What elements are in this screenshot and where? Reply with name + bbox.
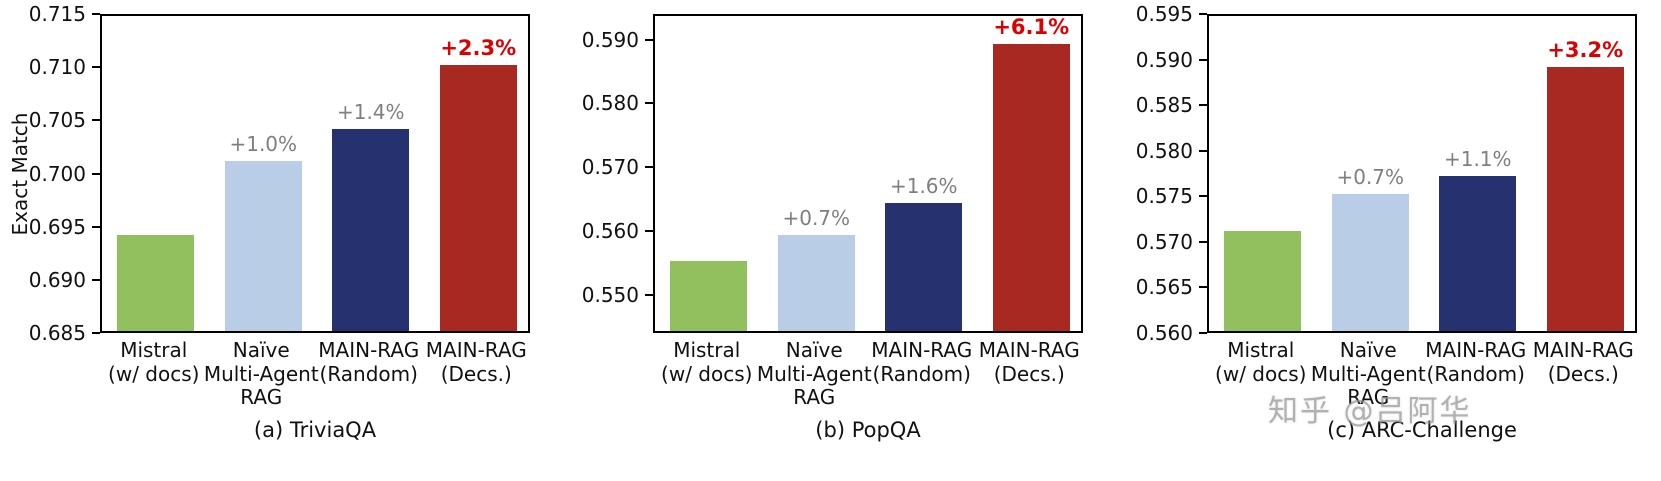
y-tick-label: 0.590 xyxy=(1135,47,1193,72)
y-tick-label: 0.595 xyxy=(1135,2,1193,26)
y-tick-mark xyxy=(1199,58,1207,61)
bar-4 xyxy=(992,43,1070,331)
chart-caption: (c) ARC-Challenge xyxy=(1327,418,1517,442)
y-tick-label: 0.700 xyxy=(28,161,86,186)
bar-annotation: +6.1% xyxy=(993,14,1070,39)
y-tick-mark xyxy=(92,66,100,69)
y-tick-label: 0.685 xyxy=(28,321,86,345)
y-tick-label: 0.575 xyxy=(1135,184,1193,209)
plot-area: +0.7% +1.6% +6.1% xyxy=(653,14,1083,333)
y-tick-label: 0.580 xyxy=(1135,138,1193,163)
chart-triviaqa: Exact Match +1.0% +1.4% +2.3% 0.685 0.690 0.69… xyxy=(0,0,554,481)
bar-1 xyxy=(117,235,195,331)
y-tick-mark xyxy=(92,13,100,15)
x-tick-label: MAIN-RAG (Random) xyxy=(1425,338,1527,386)
bar-2 xyxy=(777,235,855,331)
chart-popqa: +0.7% +1.6% +6.1% 0.550 0.560 0.570 0.580 0.590… xyxy=(553,0,1107,481)
bar-annotation: +1.1% xyxy=(1443,147,1512,172)
x-tick-label: Mistral (w/ docs) xyxy=(1215,338,1307,386)
bar-2 xyxy=(1331,194,1409,331)
chart-arc-challenge: +0.7% +1.1% +3.2% 0.560 0.565 0.570 0.575 0.580… xyxy=(1107,0,1661,481)
y-tick-label: 0.565 xyxy=(1135,275,1193,300)
y-tick-mark xyxy=(1199,195,1207,198)
bar-annotation: +2.3% xyxy=(440,36,517,61)
bar-1 xyxy=(670,260,748,331)
y-tick-mark xyxy=(92,278,100,281)
bar-annotation: +3.2% xyxy=(1547,37,1624,62)
bar-4 xyxy=(439,65,517,331)
y-tick-mark xyxy=(645,102,653,105)
y-tick-mark xyxy=(1199,149,1207,152)
x-tick-label: MAIN-RAG (Random) xyxy=(871,338,973,386)
bar-3 xyxy=(885,203,963,331)
plot-area: +1.0% +1.4% +2.3% xyxy=(100,14,530,333)
y-tick-label: 0.690 xyxy=(28,267,86,292)
x-tick-label: MAIN-RAG (Decs.) xyxy=(425,338,527,386)
y-tick-label: 0.570 xyxy=(1135,229,1193,254)
y-tick-label: 0.560 xyxy=(581,218,639,243)
bar-3 xyxy=(332,128,410,331)
y-tick-mark xyxy=(92,119,100,122)
y-tick-mark xyxy=(645,166,653,169)
bar-4 xyxy=(1546,66,1624,331)
y-tick-mark xyxy=(1199,240,1207,243)
y-tick-mark xyxy=(1199,332,1207,334)
x-tick-label: Naïve Multi-Agent RAG xyxy=(1310,338,1426,410)
y-tick-label: 0.585 xyxy=(1135,93,1193,118)
y-tick-mark xyxy=(645,38,653,41)
bar-annotation: +1.6% xyxy=(889,174,958,199)
bar-annotation: +1.4% xyxy=(336,99,405,124)
x-tick-label: MAIN-RAG (Decs.) xyxy=(978,338,1080,386)
y-tick-label: 0.560 xyxy=(1135,321,1193,345)
y-tick-mark xyxy=(92,172,100,175)
y-tick-label: 0.710 xyxy=(28,55,86,80)
y-tick-label: 0.695 xyxy=(28,214,86,239)
y-tick-mark xyxy=(1199,104,1207,107)
x-tick-label: Mistral (w/ docs) xyxy=(108,338,200,386)
chart-caption: (b) PopQA xyxy=(815,418,921,442)
y-tick-label: 0.715 xyxy=(28,2,86,26)
bar-3 xyxy=(1439,176,1517,331)
bar-annotation: +1.0% xyxy=(229,131,298,156)
y-tick-mark xyxy=(1199,13,1207,15)
y-tick-mark xyxy=(1199,286,1207,289)
x-tick-label: Mistral (w/ docs) xyxy=(661,338,753,386)
bar-annotation: +0.7% xyxy=(1336,165,1405,190)
bar-annotation: +0.7% xyxy=(782,206,851,231)
plot-area: +0.7% +1.1% +3.2% xyxy=(1207,14,1637,333)
y-tick-mark xyxy=(645,293,653,296)
bar-2 xyxy=(224,160,302,331)
y-tick-label: 0.705 xyxy=(28,108,86,133)
x-tick-label: Naïve Multi-Agent RAG xyxy=(756,338,872,410)
x-tick-label: Naïve Multi-Agent RAG xyxy=(203,338,319,410)
y-tick-label: 0.590 xyxy=(581,27,639,52)
y-tick-label: 0.580 xyxy=(581,91,639,116)
y-tick-mark xyxy=(92,225,100,228)
y-tick-label: 0.570 xyxy=(581,155,639,180)
chart-caption: (a) TriviaQA xyxy=(253,418,377,442)
x-tick-label: MAIN-RAG (Random) xyxy=(318,338,420,386)
bar-1 xyxy=(1224,230,1302,331)
y-tick-mark xyxy=(92,332,100,334)
y-tick-mark xyxy=(645,229,653,232)
y-tick-label: 0.550 xyxy=(581,282,639,307)
x-tick-label: MAIN-RAG (Decs.) xyxy=(1532,338,1634,386)
